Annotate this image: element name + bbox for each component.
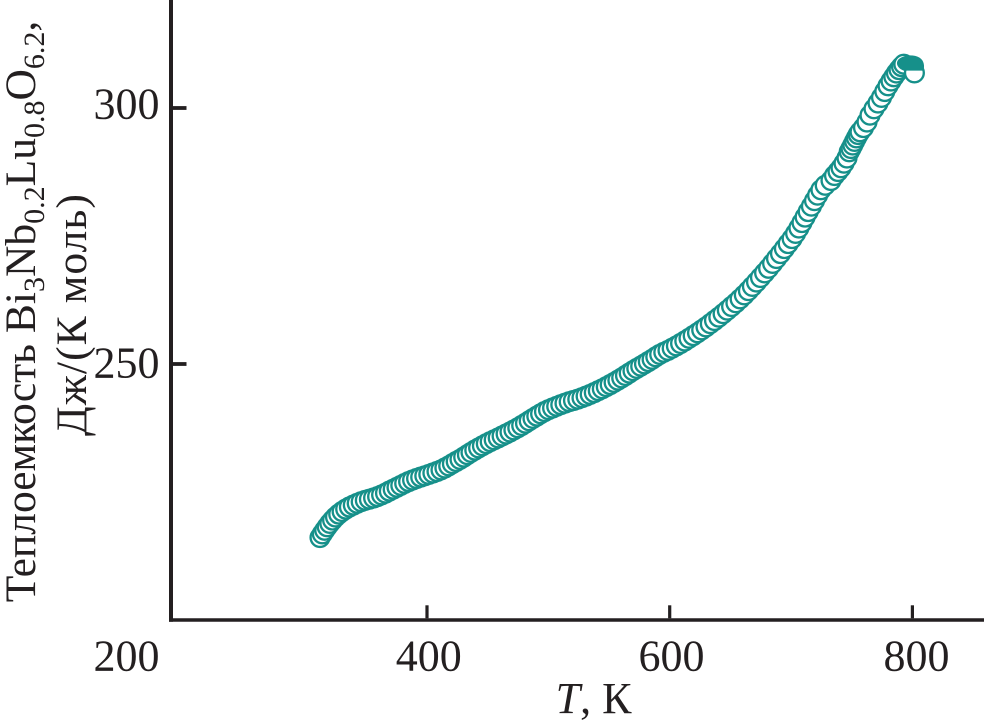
svg-text:800: 800 [884,632,950,681]
svg-text:250: 250 [94,339,160,388]
svg-text:Дж/(К моль): Дж/(К моль) [48,193,96,436]
svg-text:400: 400 [396,632,462,681]
svg-text:200: 200 [94,632,160,681]
svg-text:T, К: T, К [556,674,632,723]
svg-text:300: 300 [94,80,160,129]
svg-text:Теплоемкость Bi3Nb0.2Lu0.8O6.2: Теплоемкость Bi3Nb0.2Lu0.8O6.2, [0,21,51,603]
svg-text:600: 600 [639,632,705,681]
